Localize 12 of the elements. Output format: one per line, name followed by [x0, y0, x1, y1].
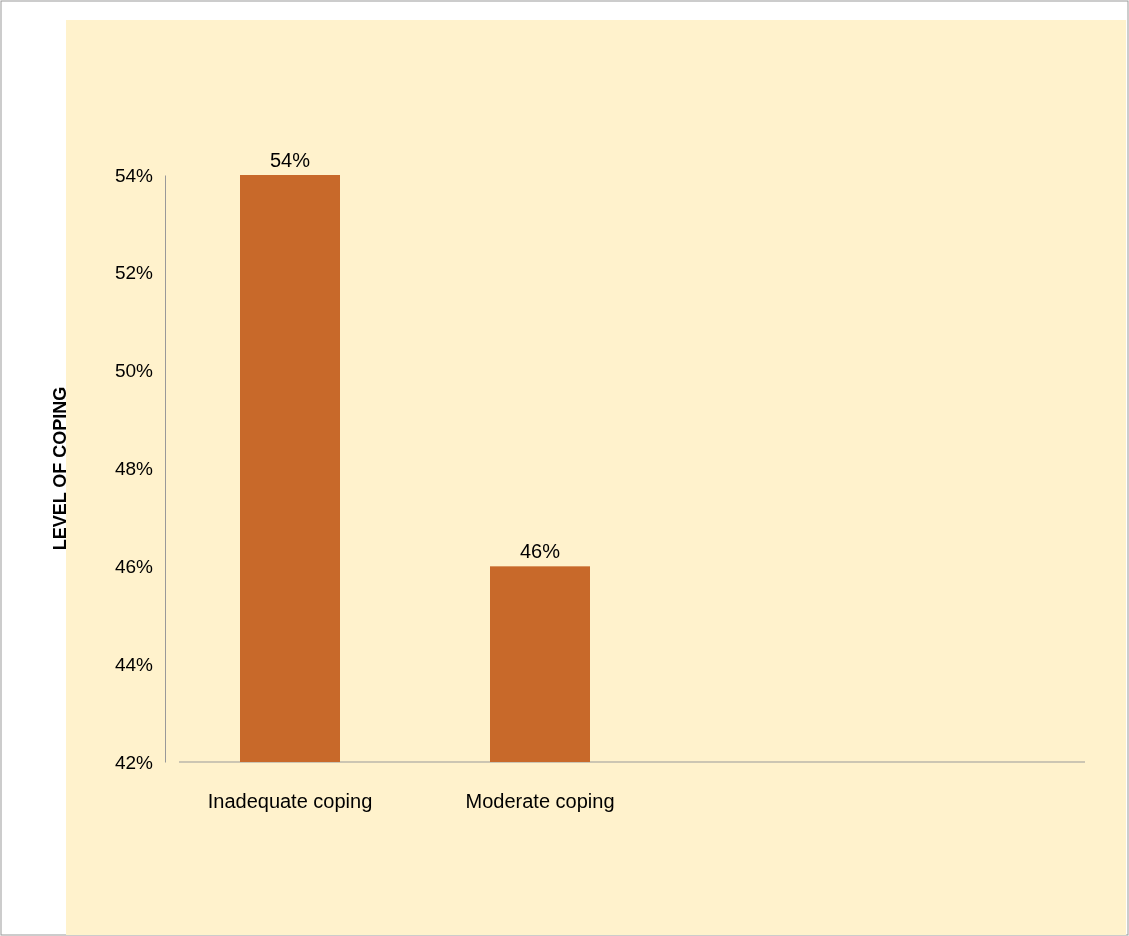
y-tick-label: 42% [114, 751, 154, 773]
x-tick-label: Inadequate coping [207, 790, 373, 813]
y-tick-label: 50% [114, 360, 154, 382]
y-tick-label: 52% [114, 262, 154, 284]
y-tick-label: 48% [114, 458, 154, 480]
data-label: 46% [519, 540, 561, 563]
y-axis-title: LEVEL OF COPING [50, 386, 70, 551]
data-label: 54% [269, 149, 311, 171]
y-tick-label: 46% [114, 555, 154, 577]
x-tick-label: Moderate coping [465, 790, 615, 813]
y-tick-label: 44% [114, 653, 154, 675]
y-tick-label: 54% [114, 164, 154, 186]
